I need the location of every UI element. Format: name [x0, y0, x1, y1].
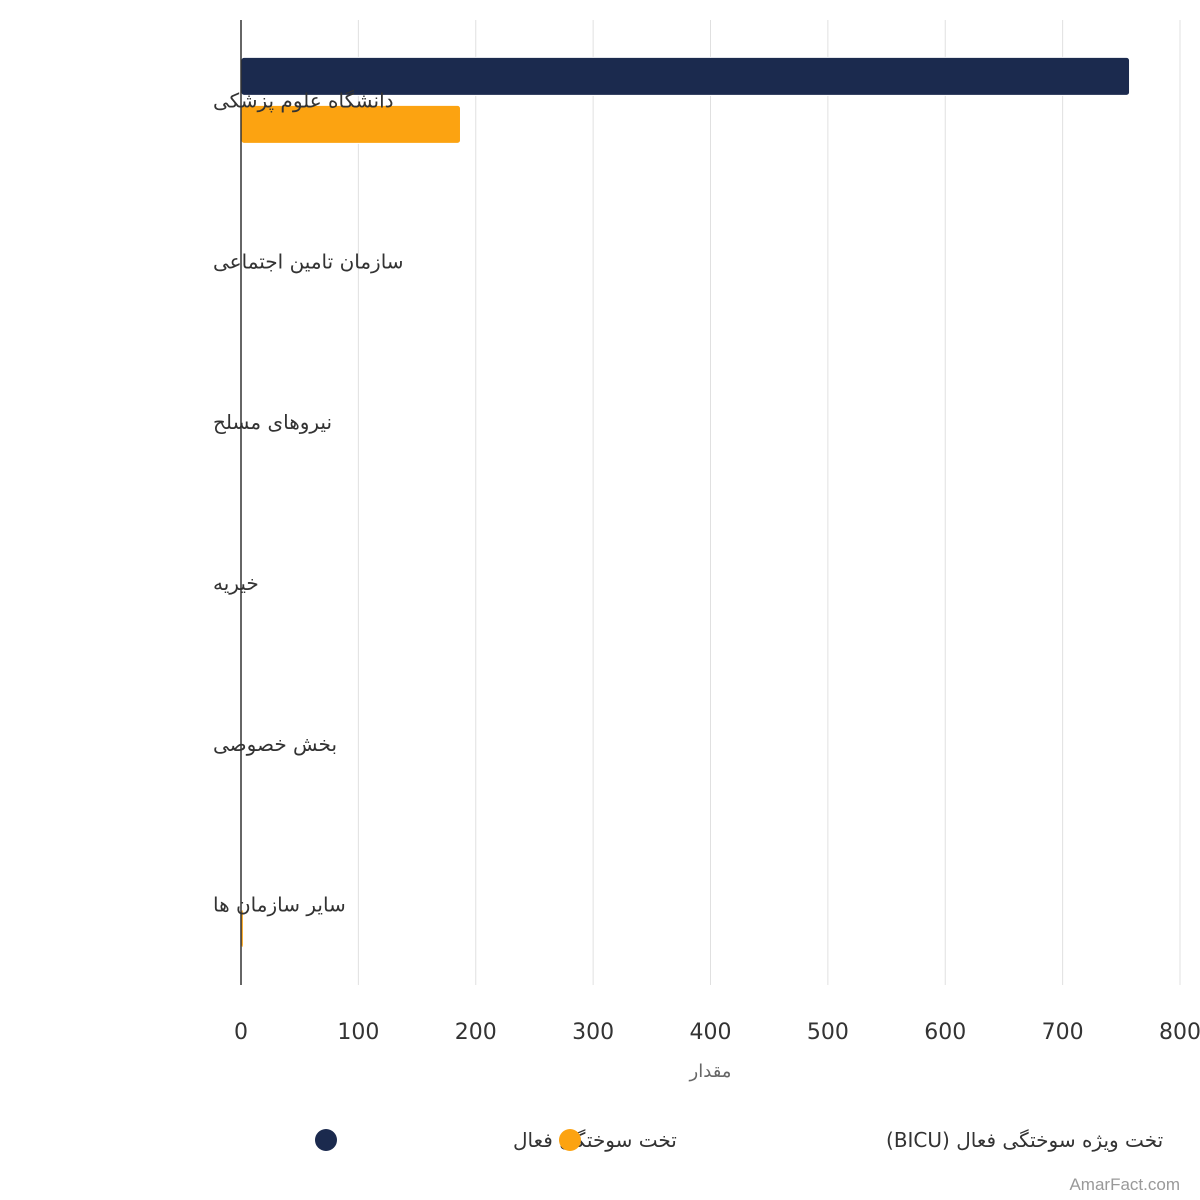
x-tick-label: 200 [455, 1020, 497, 1045]
x-tick-label: 500 [807, 1020, 849, 1045]
category-label: خیریه [213, 571, 259, 595]
legend-marker [559, 1129, 581, 1151]
x-axis-title: مقدار [689, 1061, 732, 1082]
gridlines [357, 20, 1181, 985]
legend: تخت سوختگی فعال تخت ویژه سوختگی فعال (BIC… [315, 1128, 1163, 1152]
credit-link[interactable]: AmarFact.com [1069, 1175, 1180, 1194]
legend-label: تخت ویژه سوختگی فعال (BICU) [886, 1128, 1163, 1152]
category-label: دانشگاه علوم پزشکی [213, 88, 394, 113]
legend-item-1[interactable]: تخت سوختگی فعال [315, 1128, 677, 1152]
category-label: سازمان تامین اجتماعی [213, 249, 404, 273]
x-tick-label: 800 [1159, 1020, 1200, 1045]
category-label: سایر سازمان ها [213, 893, 346, 917]
category-label: بخش خصوصی [213, 732, 337, 756]
legend-label: تخت سوختگی فعال [513, 1128, 677, 1152]
x-tick-label: 0 [234, 1020, 248, 1045]
bars [240, 56, 1131, 949]
legend-item-2[interactable]: تخت ویژه سوختگی فعال (BICU) [559, 1128, 1163, 1152]
category-label: نیروهای مسلح [213, 410, 332, 434]
x-tick-label: 100 [337, 1020, 379, 1045]
x-tick-label: 700 [1042, 1020, 1084, 1045]
x-axis-tick-labels: 0 100 200 300 400 500 600 700 800 [234, 1020, 1200, 1045]
legend-marker [315, 1129, 337, 1151]
x-tick-label: 400 [690, 1020, 732, 1045]
category-labels: دانشگاه علوم پزشکی سازمان تامین اجتماعی نی… [213, 88, 404, 916]
x-tick-label: 300 [572, 1020, 614, 1045]
x-tick-label: 600 [924, 1020, 966, 1045]
